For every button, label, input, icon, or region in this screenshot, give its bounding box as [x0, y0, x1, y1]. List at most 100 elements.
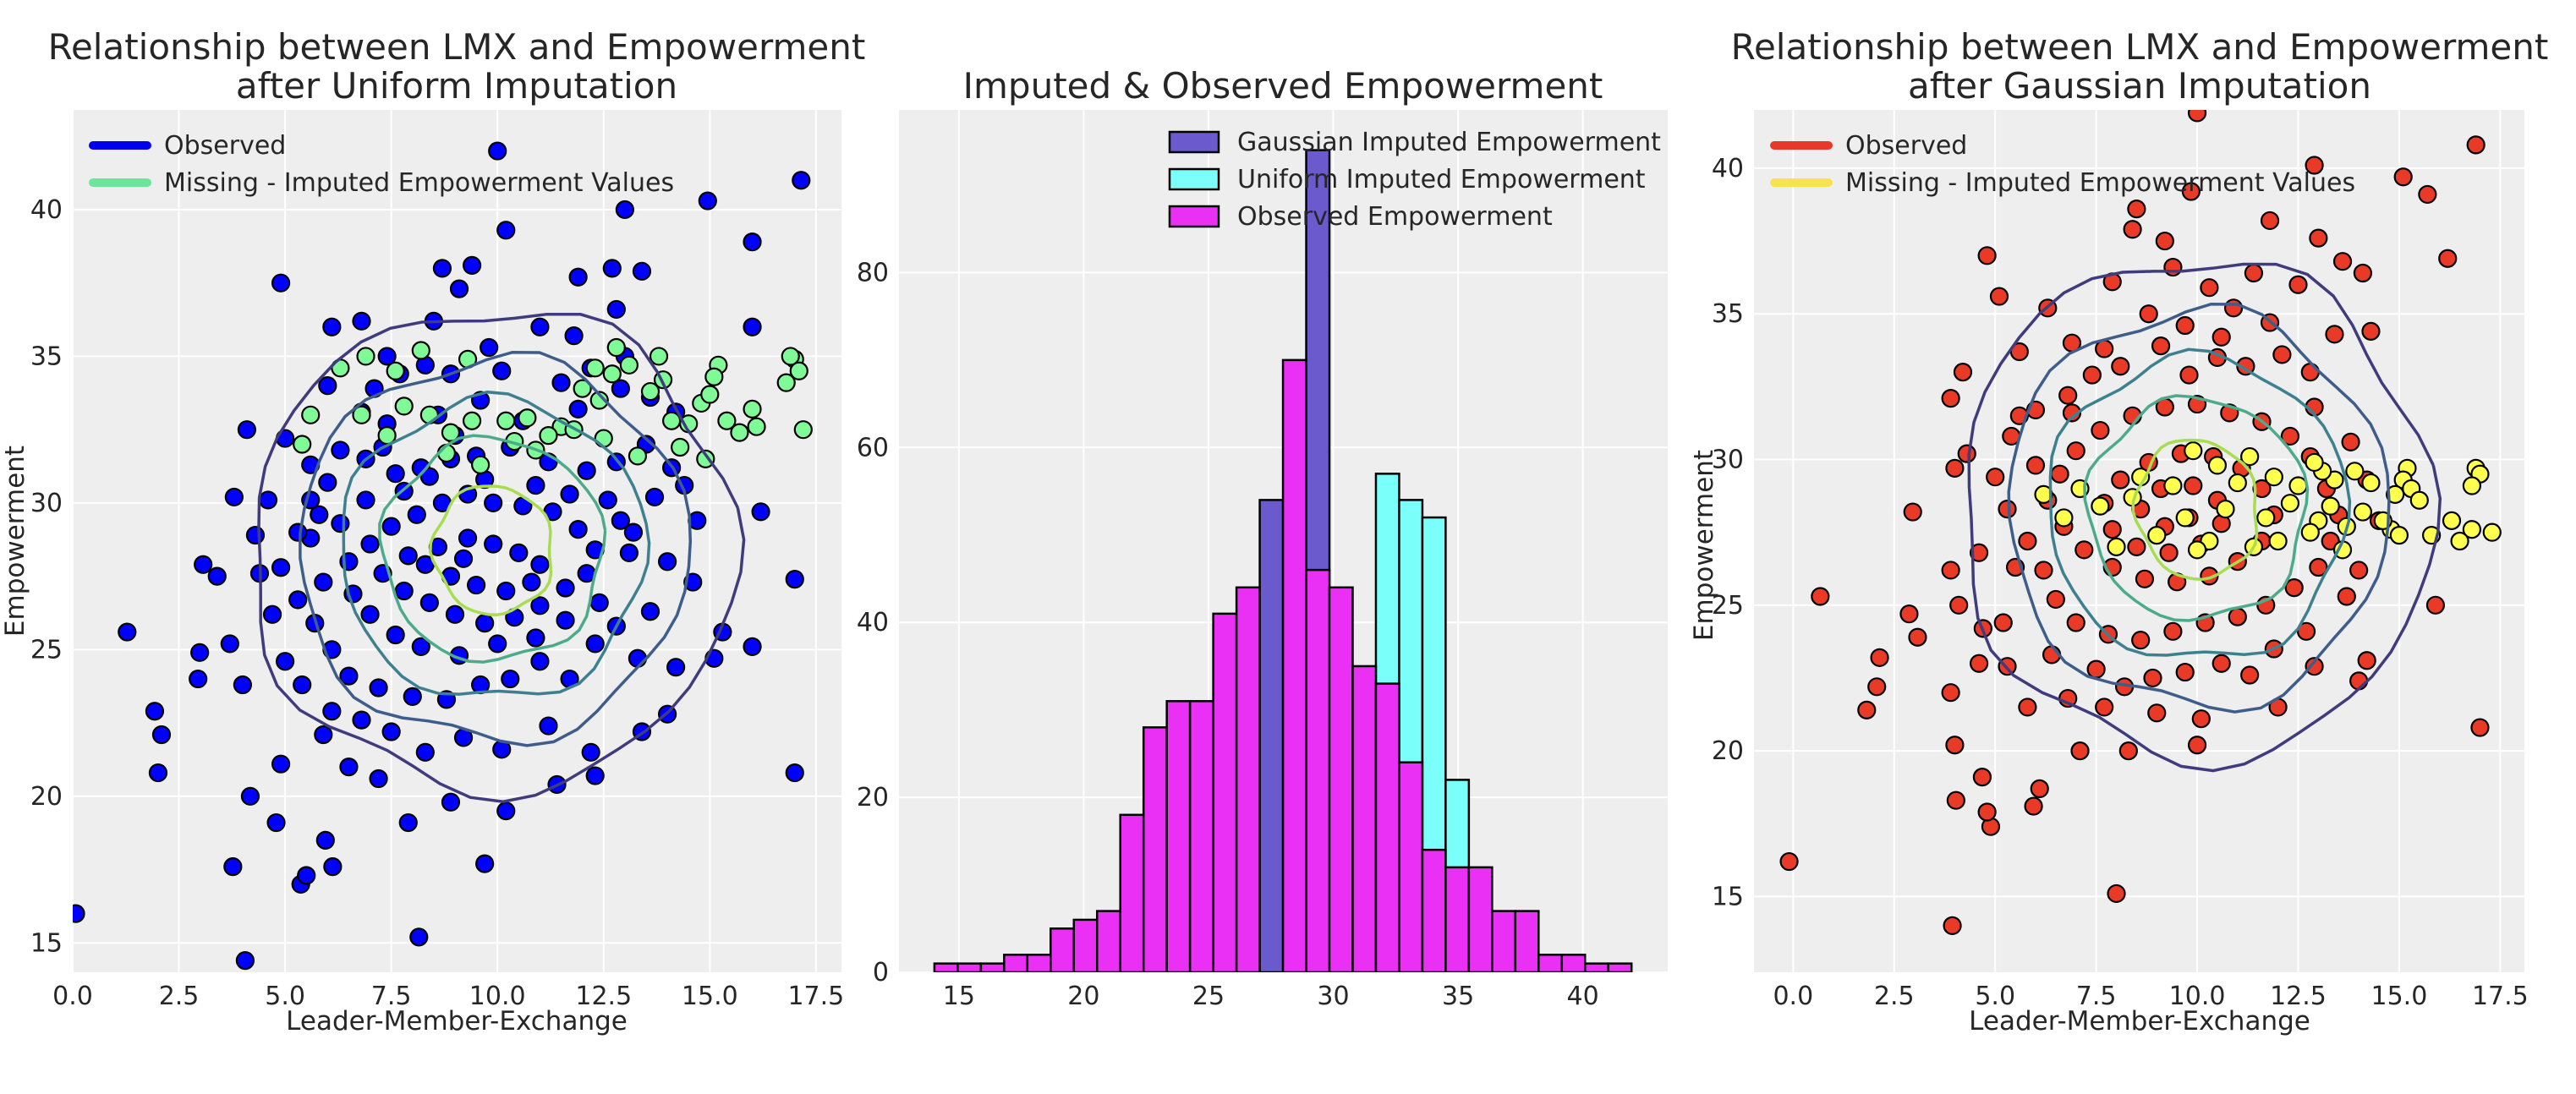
scatter-point [747, 417, 766, 436]
density-contour [2007, 302, 2391, 714]
panel-title-line1: Relationship between LMX and Empowerment [1731, 26, 2549, 68]
scatter-point [2228, 607, 2247, 626]
scatter-point [394, 397, 414, 416]
scatter-point [271, 273, 291, 293]
scatter-point [2091, 420, 2110, 440]
histogram-bar [1095, 910, 1121, 972]
scatter-point [743, 317, 762, 336]
scatter-point [419, 405, 439, 424]
histogram-bar [1374, 682, 1400, 972]
scatter-point [235, 951, 255, 971]
density-contour [378, 434, 607, 664]
scatter-point [2332, 252, 2353, 271]
scatter-point [666, 658, 686, 677]
scatter-point [462, 411, 482, 430]
scatter-point [743, 399, 762, 418]
scatter-point [496, 581, 516, 601]
scatter-point [640, 381, 660, 402]
scatter-point [2244, 263, 2264, 283]
x-tick-label: 0.0 [1773, 982, 1813, 1011]
histogram-bar [1398, 761, 1424, 972]
histogram-bar [1584, 962, 1609, 972]
histogram-bar [1050, 927, 1076, 972]
histogram-bar [1607, 962, 1633, 972]
scatter-point [2341, 432, 2360, 451]
scatter-point [530, 317, 550, 336]
scatter-point [2305, 452, 2324, 473]
density-contour [429, 484, 553, 617]
scatter-point [792, 171, 811, 190]
scatter-point [224, 487, 244, 507]
scatter-point [2353, 502, 2373, 522]
scatter-point [2191, 709, 2211, 729]
x-tick-label: 10.0 [2169, 982, 2226, 1011]
scatter-point [2470, 718, 2490, 737]
histogram-bar [1351, 665, 1378, 972]
scatter-point [2070, 741, 2090, 761]
scatter-point [496, 801, 516, 821]
scatter-point [2284, 578, 2304, 598]
scatter-point [585, 766, 605, 785]
scatter-point [2337, 587, 2356, 606]
scatter-point [2425, 595, 2446, 615]
scatter-point [611, 511, 630, 530]
scatter-point [2309, 228, 2328, 248]
legend-label: Missing - Imputed Empowerment Values [1845, 168, 2355, 198]
histogram-bar [956, 962, 983, 972]
scatter-point [2240, 446, 2260, 467]
histogram-bar [1165, 700, 1192, 972]
scatter-point [233, 675, 252, 695]
scatter-point [322, 702, 342, 721]
scatter-point [449, 279, 469, 298]
scatter-point [1943, 916, 1962, 935]
plot-area [73, 141, 813, 971]
y-tick-label: 40 [1712, 154, 1744, 183]
scatter-point [2095, 697, 2114, 717]
scatter-point [671, 437, 690, 457]
scatter-point [2438, 249, 2458, 268]
scatter-point [441, 423, 461, 442]
scatter-point [2034, 484, 2053, 504]
scatter-point [2264, 468, 2283, 487]
scatter-point [398, 812, 418, 833]
scatter-point [458, 528, 478, 548]
axes-background [73, 110, 841, 972]
histogram-bar [1444, 866, 1471, 972]
scatter-point [1779, 851, 1799, 872]
scatter-point [352, 311, 371, 331]
y-tick-label: 30 [1712, 446, 1744, 475]
scatter-point [496, 411, 516, 430]
scatter-point [403, 686, 422, 706]
scatter-point [2058, 386, 2078, 405]
histogram-series-observed [933, 358, 1633, 972]
scatter-point [2024, 796, 2043, 816]
scatter-point [2143, 668, 2162, 688]
x-tick-label: 20 [1067, 982, 1099, 1011]
scatter-point [240, 786, 260, 806]
scatter-point [2207, 456, 2228, 475]
histogram-bar [1305, 568, 1331, 972]
scatter-point [530, 555, 550, 574]
scatter-point [743, 637, 762, 656]
scatter-point [539, 426, 558, 446]
histogram-bar [1003, 954, 1029, 972]
scatter-point [2466, 135, 2486, 155]
legend-label: Observed Empowerment [1237, 202, 1553, 232]
scatter-point [785, 570, 804, 589]
scatter-point [2349, 561, 2369, 580]
x-tick-label: 12.5 [575, 982, 632, 1011]
scatter-point [2091, 496, 2110, 516]
scatter-point [73, 904, 85, 923]
scatter-point [207, 566, 227, 586]
plot-area [933, 149, 1633, 972]
histogram-bar [1026, 954, 1052, 972]
scatter-point [2111, 470, 2130, 490]
y-tick-label: 35 [1712, 299, 1744, 329]
scatter-point [2181, 182, 2201, 201]
legend-patch-swatch [1168, 130, 1220, 154]
scatter-point [118, 622, 137, 642]
scatter-point [793, 420, 813, 440]
scatter-point [606, 299, 626, 320]
scatter-point [568, 399, 588, 418]
scatter-point [1957, 444, 1976, 463]
